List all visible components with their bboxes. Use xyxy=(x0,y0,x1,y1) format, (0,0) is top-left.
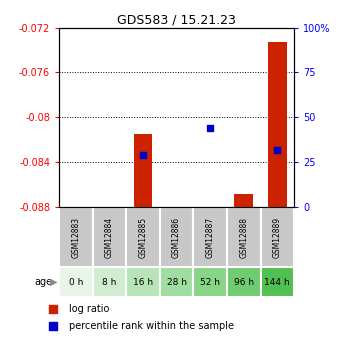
Bar xyxy=(59,207,93,267)
Bar xyxy=(126,267,160,297)
Bar xyxy=(227,207,261,267)
Bar xyxy=(261,207,294,267)
Point xyxy=(50,306,56,312)
Text: 8 h: 8 h xyxy=(102,277,117,287)
Text: GSM12889: GSM12889 xyxy=(273,217,282,258)
Text: 144 h: 144 h xyxy=(264,277,290,287)
Text: percentile rank within the sample: percentile rank within the sample xyxy=(69,321,234,331)
Point xyxy=(140,152,146,158)
Bar xyxy=(93,207,126,267)
Text: 52 h: 52 h xyxy=(200,277,220,287)
Bar xyxy=(193,207,227,267)
Bar xyxy=(268,42,287,207)
Text: GSM12886: GSM12886 xyxy=(172,217,181,258)
Bar xyxy=(160,267,193,297)
Text: 96 h: 96 h xyxy=(234,277,254,287)
Bar xyxy=(227,267,261,297)
Bar xyxy=(160,207,193,267)
Text: 0 h: 0 h xyxy=(69,277,83,287)
Text: 16 h: 16 h xyxy=(133,277,153,287)
Text: ▶: ▶ xyxy=(50,277,57,287)
Point xyxy=(208,125,213,131)
Text: GSM12885: GSM12885 xyxy=(139,217,148,258)
Bar xyxy=(93,267,126,297)
Text: age: age xyxy=(34,277,52,287)
Point xyxy=(274,147,280,152)
Text: GSM12888: GSM12888 xyxy=(239,217,248,258)
Bar xyxy=(134,134,152,207)
Text: GSM12884: GSM12884 xyxy=(105,217,114,258)
Text: GSM12883: GSM12883 xyxy=(71,217,80,258)
Text: log ratio: log ratio xyxy=(69,304,110,314)
Bar xyxy=(59,267,93,297)
Text: GSM12887: GSM12887 xyxy=(206,217,215,258)
Bar xyxy=(193,267,227,297)
Text: 28 h: 28 h xyxy=(167,277,187,287)
Bar xyxy=(235,194,253,207)
Title: GDS583 / 15.21.23: GDS583 / 15.21.23 xyxy=(117,13,236,27)
Bar xyxy=(126,207,160,267)
Point xyxy=(50,323,56,329)
Bar xyxy=(261,267,294,297)
